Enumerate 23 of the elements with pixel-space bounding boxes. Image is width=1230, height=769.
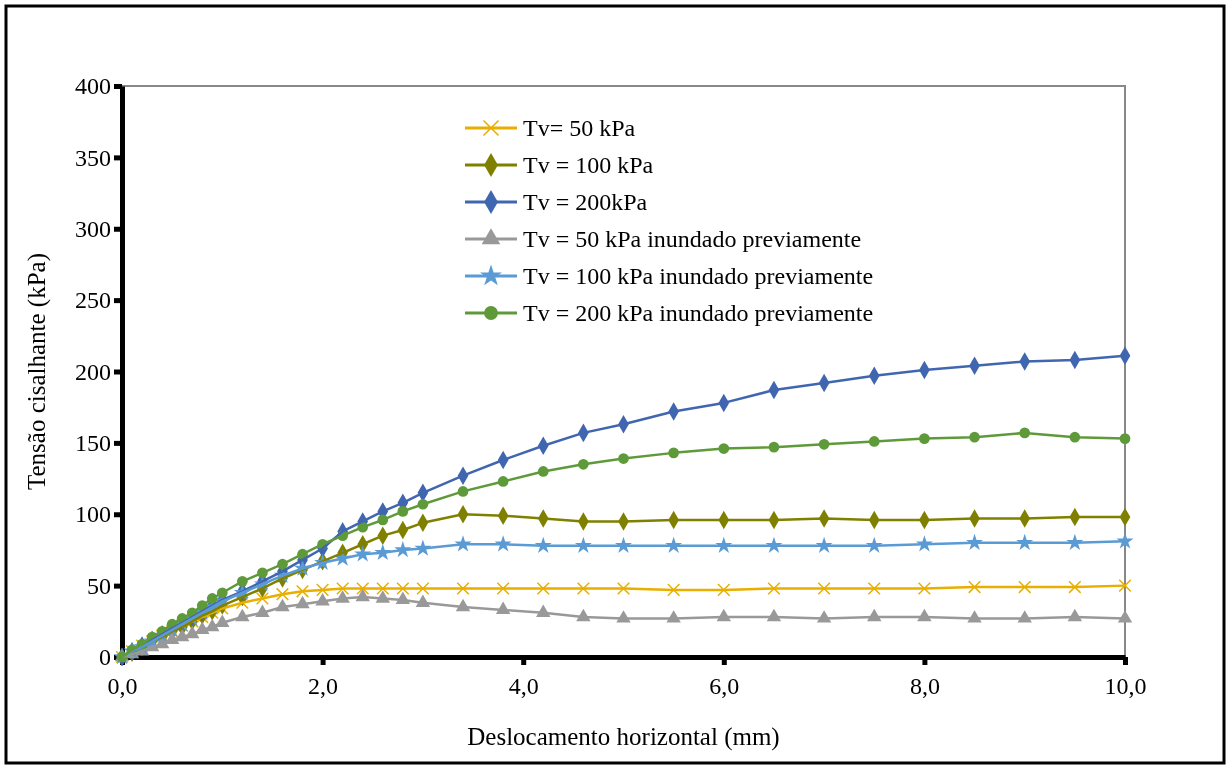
x-tick-label: 2,0 <box>308 673 339 700</box>
y-tick-label: 50 <box>87 572 111 599</box>
y-tick-label: 300 <box>75 215 111 242</box>
x-tick-label: 8,0 <box>909 673 940 700</box>
y-tick-label: 200 <box>75 358 111 385</box>
legend-label: Tv = 200 kPa inundado previamente <box>523 300 874 326</box>
legend-label: Tv = 200kPa <box>523 189 648 215</box>
y-tick-label: 150 <box>75 430 111 457</box>
x-axis-title: Deslocamento horizontal (mm) <box>467 723 780 751</box>
x-tick-label: 4,0 <box>508 673 539 700</box>
y-axis-title: Tensão cisalhante (kPa) <box>23 252 51 491</box>
legend-label: Tv = 50 kPa inundado previamente <box>523 226 862 252</box>
x-tick-label: 6,0 <box>709 673 740 700</box>
legend-label: Tv = 100 kPa inundado previamente <box>523 263 874 289</box>
y-tick-label: 100 <box>75 501 111 528</box>
legend-label: Tv = 100 kPa <box>523 152 654 178</box>
y-tick-label: 0 <box>99 644 111 671</box>
legend-label: Tv= 50 kPa <box>523 115 636 141</box>
x-tick-label: 10,0 <box>1104 673 1147 700</box>
y-tick-label: 350 <box>75 144 111 171</box>
y-tick-label: 400 <box>75 73 111 100</box>
y-tick-label: 250 <box>75 287 111 314</box>
x-tick-label: 0,0 <box>107 673 138 700</box>
